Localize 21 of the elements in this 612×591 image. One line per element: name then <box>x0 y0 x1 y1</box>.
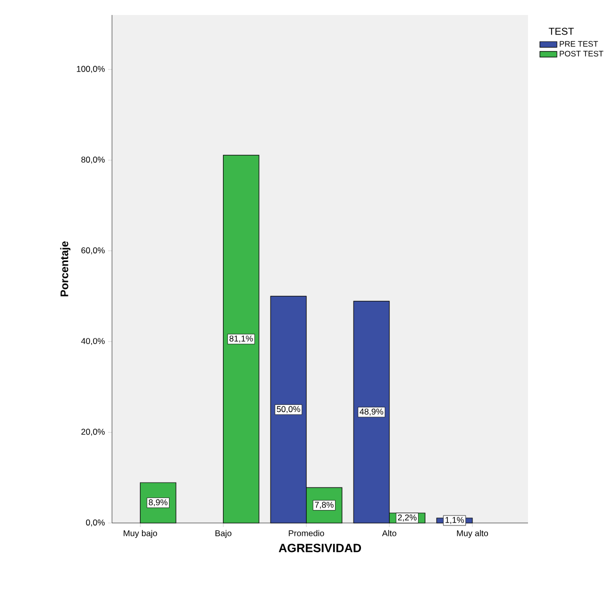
x-tick-label: Bajo <box>215 530 232 538</box>
x-tick-label: Muy bajo <box>124 530 158 538</box>
y-tick-label: 40,0% <box>81 338 105 346</box>
data-label: 1,1% <box>446 517 464 524</box>
y-axis-title: Porcentaje <box>60 241 70 296</box>
y-tick-label: 80,0% <box>81 156 105 164</box>
data-label: 81,1% <box>229 336 253 343</box>
data-label: 7,8% <box>314 502 334 509</box>
x-tick-label: Muy alto <box>457 530 488 538</box>
x-tick-label: Alto <box>382 530 396 536</box>
y-tick-label: 100,0% <box>76 66 105 73</box>
y-tick-label: 0,0% <box>86 519 105 526</box>
data-label: 48,9% <box>360 408 384 416</box>
y-tick-label: 60,0% <box>81 247 105 254</box>
x-tick-label: Promedio <box>288 530 324 536</box>
x-axis-title: AGRESIVIDAD <box>278 544 362 552</box>
data-label: 8,9% <box>148 499 168 506</box>
legend-title: TEST <box>548 28 574 35</box>
y-tick-label: 20,0% <box>81 428 105 436</box>
data-label: 50,0% <box>276 406 300 414</box>
data-label: 2,2% <box>398 514 417 522</box>
